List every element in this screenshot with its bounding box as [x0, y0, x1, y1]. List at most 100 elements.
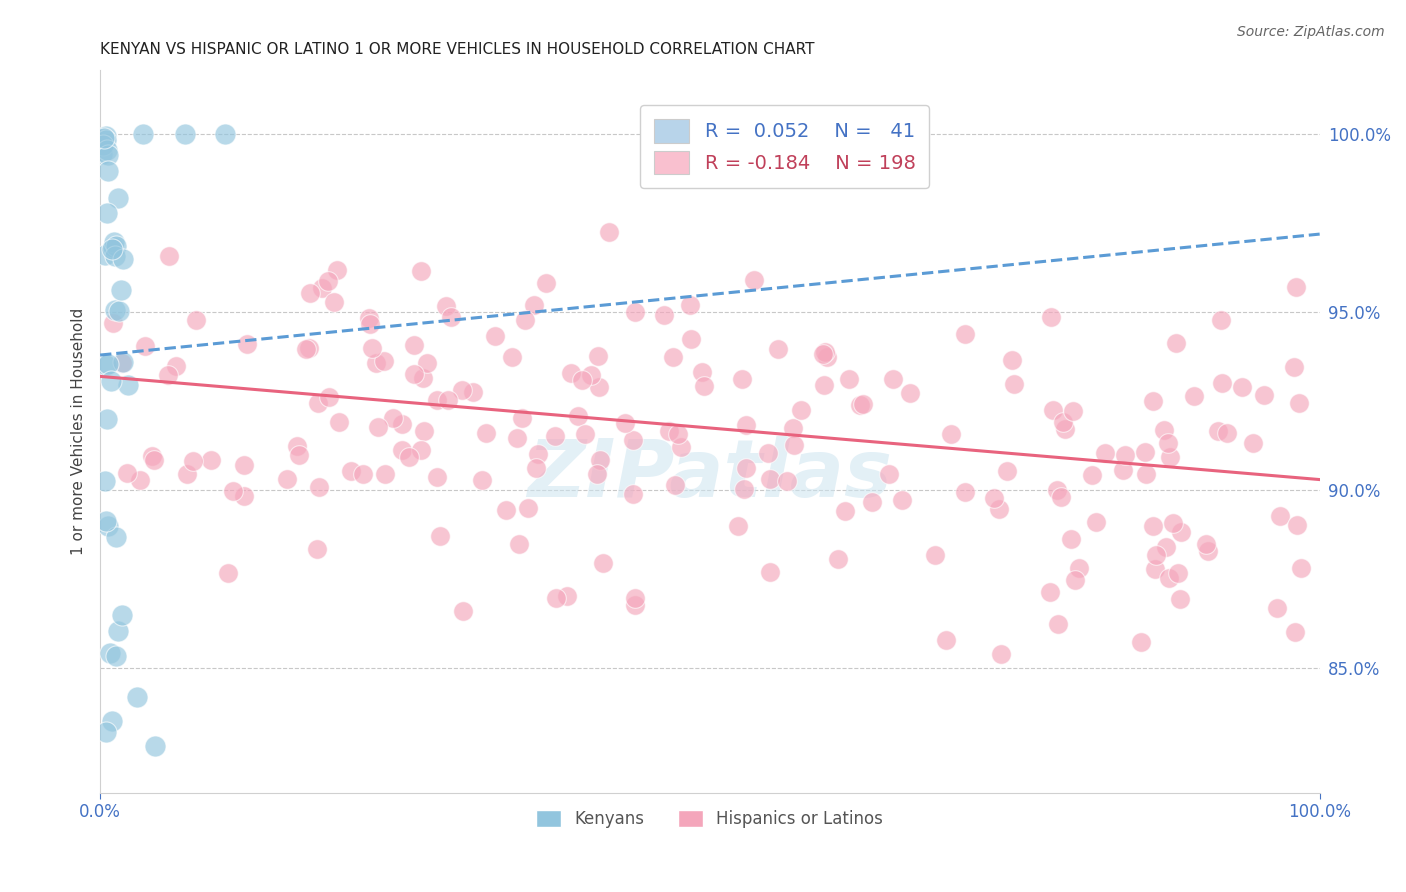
Point [1142, 519, 1164, 533]
Point [104, 239, 127, 253]
Point [1060, 532, 1083, 546]
Point [96, 358, 118, 372]
Point [104, 249, 127, 263]
Point [475, 425, 498, 440]
Point [1002, 376, 1025, 391]
Point [731, 371, 754, 385]
Point [1164, 336, 1187, 351]
Point [727, 519, 749, 533]
Point [544, 429, 567, 443]
Point [318, 274, 340, 288]
Point [97, 147, 120, 161]
Point [523, 298, 546, 312]
Point [298, 341, 321, 355]
Point [108, 304, 131, 318]
Point [232, 458, 254, 472]
Point [1064, 574, 1087, 588]
Point [621, 433, 644, 447]
Point [941, 427, 963, 442]
Point [517, 501, 540, 516]
Point [318, 391, 340, 405]
Point [1039, 585, 1062, 599]
Point [143, 739, 166, 754]
Point [157, 368, 180, 382]
Point [1167, 566, 1189, 581]
Point [484, 328, 506, 343]
Point [1154, 540, 1177, 554]
Point [96, 725, 118, 739]
Point [311, 280, 333, 294]
Point [426, 392, 449, 407]
Point [679, 298, 702, 312]
Point [834, 504, 856, 518]
Point [658, 424, 681, 438]
Point [440, 310, 463, 324]
Point [111, 355, 134, 369]
Point [101, 243, 124, 257]
Point [579, 368, 602, 383]
Point [759, 565, 782, 579]
Point [98, 647, 121, 661]
Point [214, 128, 236, 142]
Point [174, 128, 197, 142]
Point [117, 377, 139, 392]
Point [852, 397, 875, 411]
Point [1084, 515, 1107, 529]
Point [776, 474, 799, 488]
Point [623, 591, 645, 606]
Point [1161, 516, 1184, 531]
Point [364, 356, 387, 370]
Point [546, 591, 568, 606]
Point [1285, 517, 1308, 532]
Point [411, 442, 433, 457]
Point [1288, 396, 1310, 410]
Point [451, 383, 474, 397]
Point [437, 392, 460, 407]
Point [404, 338, 426, 352]
Point [1157, 436, 1180, 450]
Legend: Kenyans, Hispanics or Latinos: Kenyans, Hispanics or Latinos [530, 804, 890, 835]
Point [759, 472, 782, 486]
Point [555, 589, 578, 603]
Point [471, 473, 494, 487]
Point [1215, 425, 1237, 440]
Point [534, 276, 557, 290]
Point [1050, 491, 1073, 505]
Point [412, 424, 434, 438]
Point [96, 143, 118, 157]
Point [782, 421, 804, 435]
Point [382, 411, 405, 425]
Point [898, 386, 921, 401]
Point [586, 349, 609, 363]
Point [176, 467, 198, 482]
Point [1062, 404, 1084, 418]
Point [101, 240, 124, 254]
Point [1241, 435, 1264, 450]
Point [299, 285, 322, 300]
Point [1232, 380, 1254, 394]
Point [571, 373, 593, 387]
Point [94, 128, 117, 143]
Point [404, 367, 426, 381]
Point [495, 503, 517, 517]
Point [357, 311, 380, 326]
Point [157, 249, 180, 263]
Point [1206, 425, 1229, 439]
Point [360, 341, 382, 355]
Point [693, 378, 716, 392]
Point [560, 366, 582, 380]
Point [117, 467, 139, 481]
Point [91, 137, 114, 152]
Point [891, 493, 914, 508]
Point [838, 372, 860, 386]
Point [827, 552, 849, 566]
Point [142, 452, 165, 467]
Point [679, 332, 702, 346]
Point [398, 450, 420, 465]
Point [501, 351, 523, 365]
Point [790, 403, 813, 417]
Point [1142, 393, 1164, 408]
Point [111, 356, 134, 370]
Point [322, 295, 344, 310]
Point [1040, 310, 1063, 325]
